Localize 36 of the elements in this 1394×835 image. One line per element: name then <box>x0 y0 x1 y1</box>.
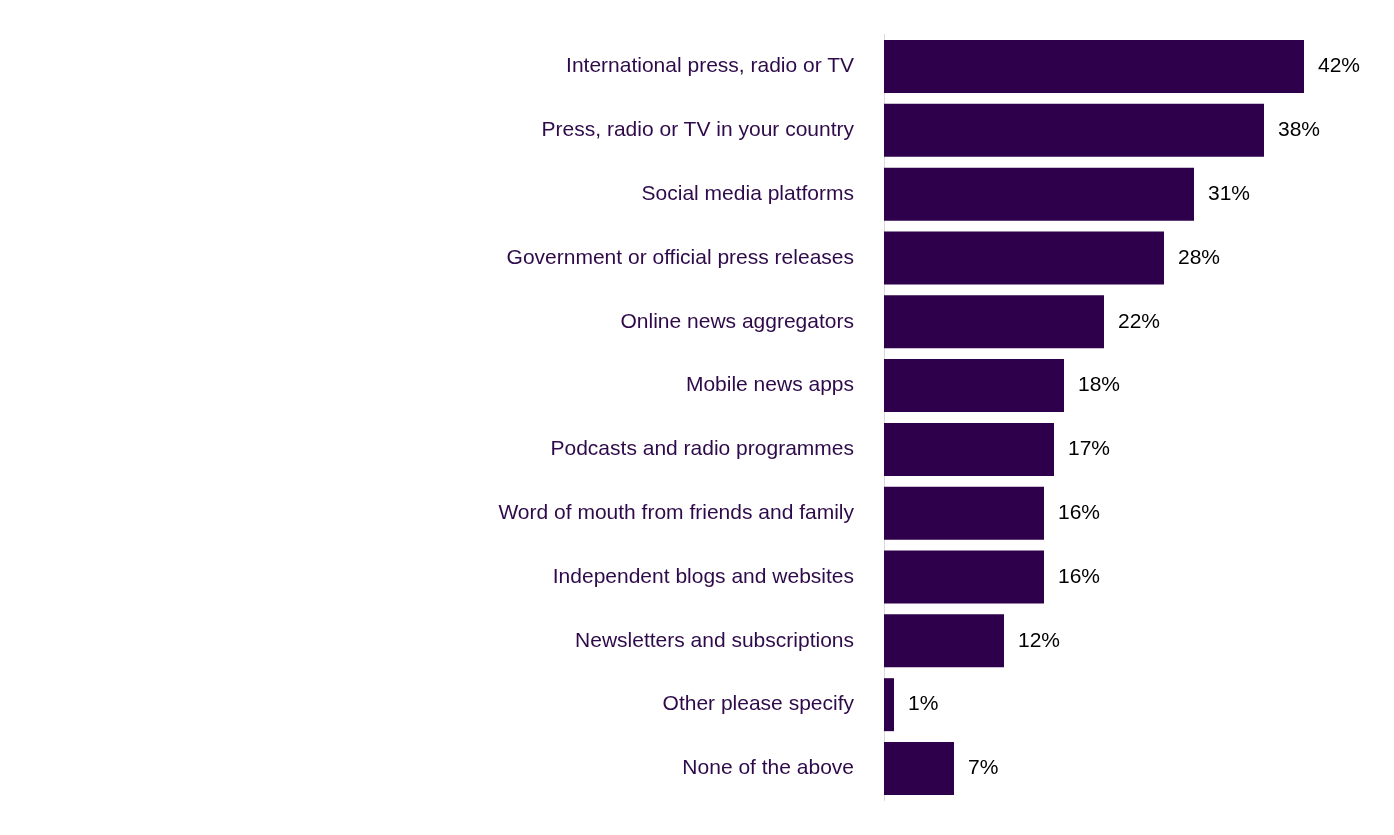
y-tick-label: Social media platforms <box>641 180 854 204</box>
y-tick-label: International press, radio or TV <box>566 53 854 77</box>
data-label: 7% <box>968 755 999 779</box>
bar <box>884 422 1054 476</box>
y-tick-label: Government or official press releases <box>506 244 854 268</box>
data-label: 31% <box>1208 180 1251 204</box>
y-tick-label: Online news aggregators <box>620 308 854 332</box>
y-tick-label: None of the above <box>682 755 854 779</box>
bar <box>884 550 1044 604</box>
bar <box>884 167 1194 221</box>
bar <box>884 295 1104 349</box>
bar <box>884 614 1004 668</box>
y-tick-label: Podcasts and radio programmes <box>550 436 854 460</box>
data-label: 16% <box>1058 563 1101 587</box>
y-tick-label: Independent blogs and websites <box>552 563 854 587</box>
bar <box>884 231 1164 285</box>
y-tick-label: Newsletters and subscriptions <box>575 627 854 651</box>
bar <box>884 742 954 795</box>
bar <box>884 103 1264 157</box>
data-label: 38% <box>1278 117 1321 141</box>
y-tick-label: Press, radio or TV in your country <box>541 117 855 141</box>
bar <box>884 40 1304 93</box>
data-label: 22% <box>1118 308 1161 332</box>
data-label: 16% <box>1058 500 1101 524</box>
bar <box>884 678 894 732</box>
data-label: 12% <box>1018 627 1061 651</box>
data-label: 28% <box>1178 244 1221 268</box>
data-label: 42% <box>1318 53 1361 77</box>
y-tick-label: Word of mouth from friends and family <box>498 500 855 524</box>
data-label: 17% <box>1068 436 1111 460</box>
bar <box>884 359 1064 413</box>
data-label: 1% <box>908 691 939 715</box>
data-label: 18% <box>1078 372 1121 396</box>
bar <box>884 486 1044 540</box>
y-tick-label: Other please specify <box>662 691 855 715</box>
y-tick-label: Mobile news apps <box>685 372 854 396</box>
